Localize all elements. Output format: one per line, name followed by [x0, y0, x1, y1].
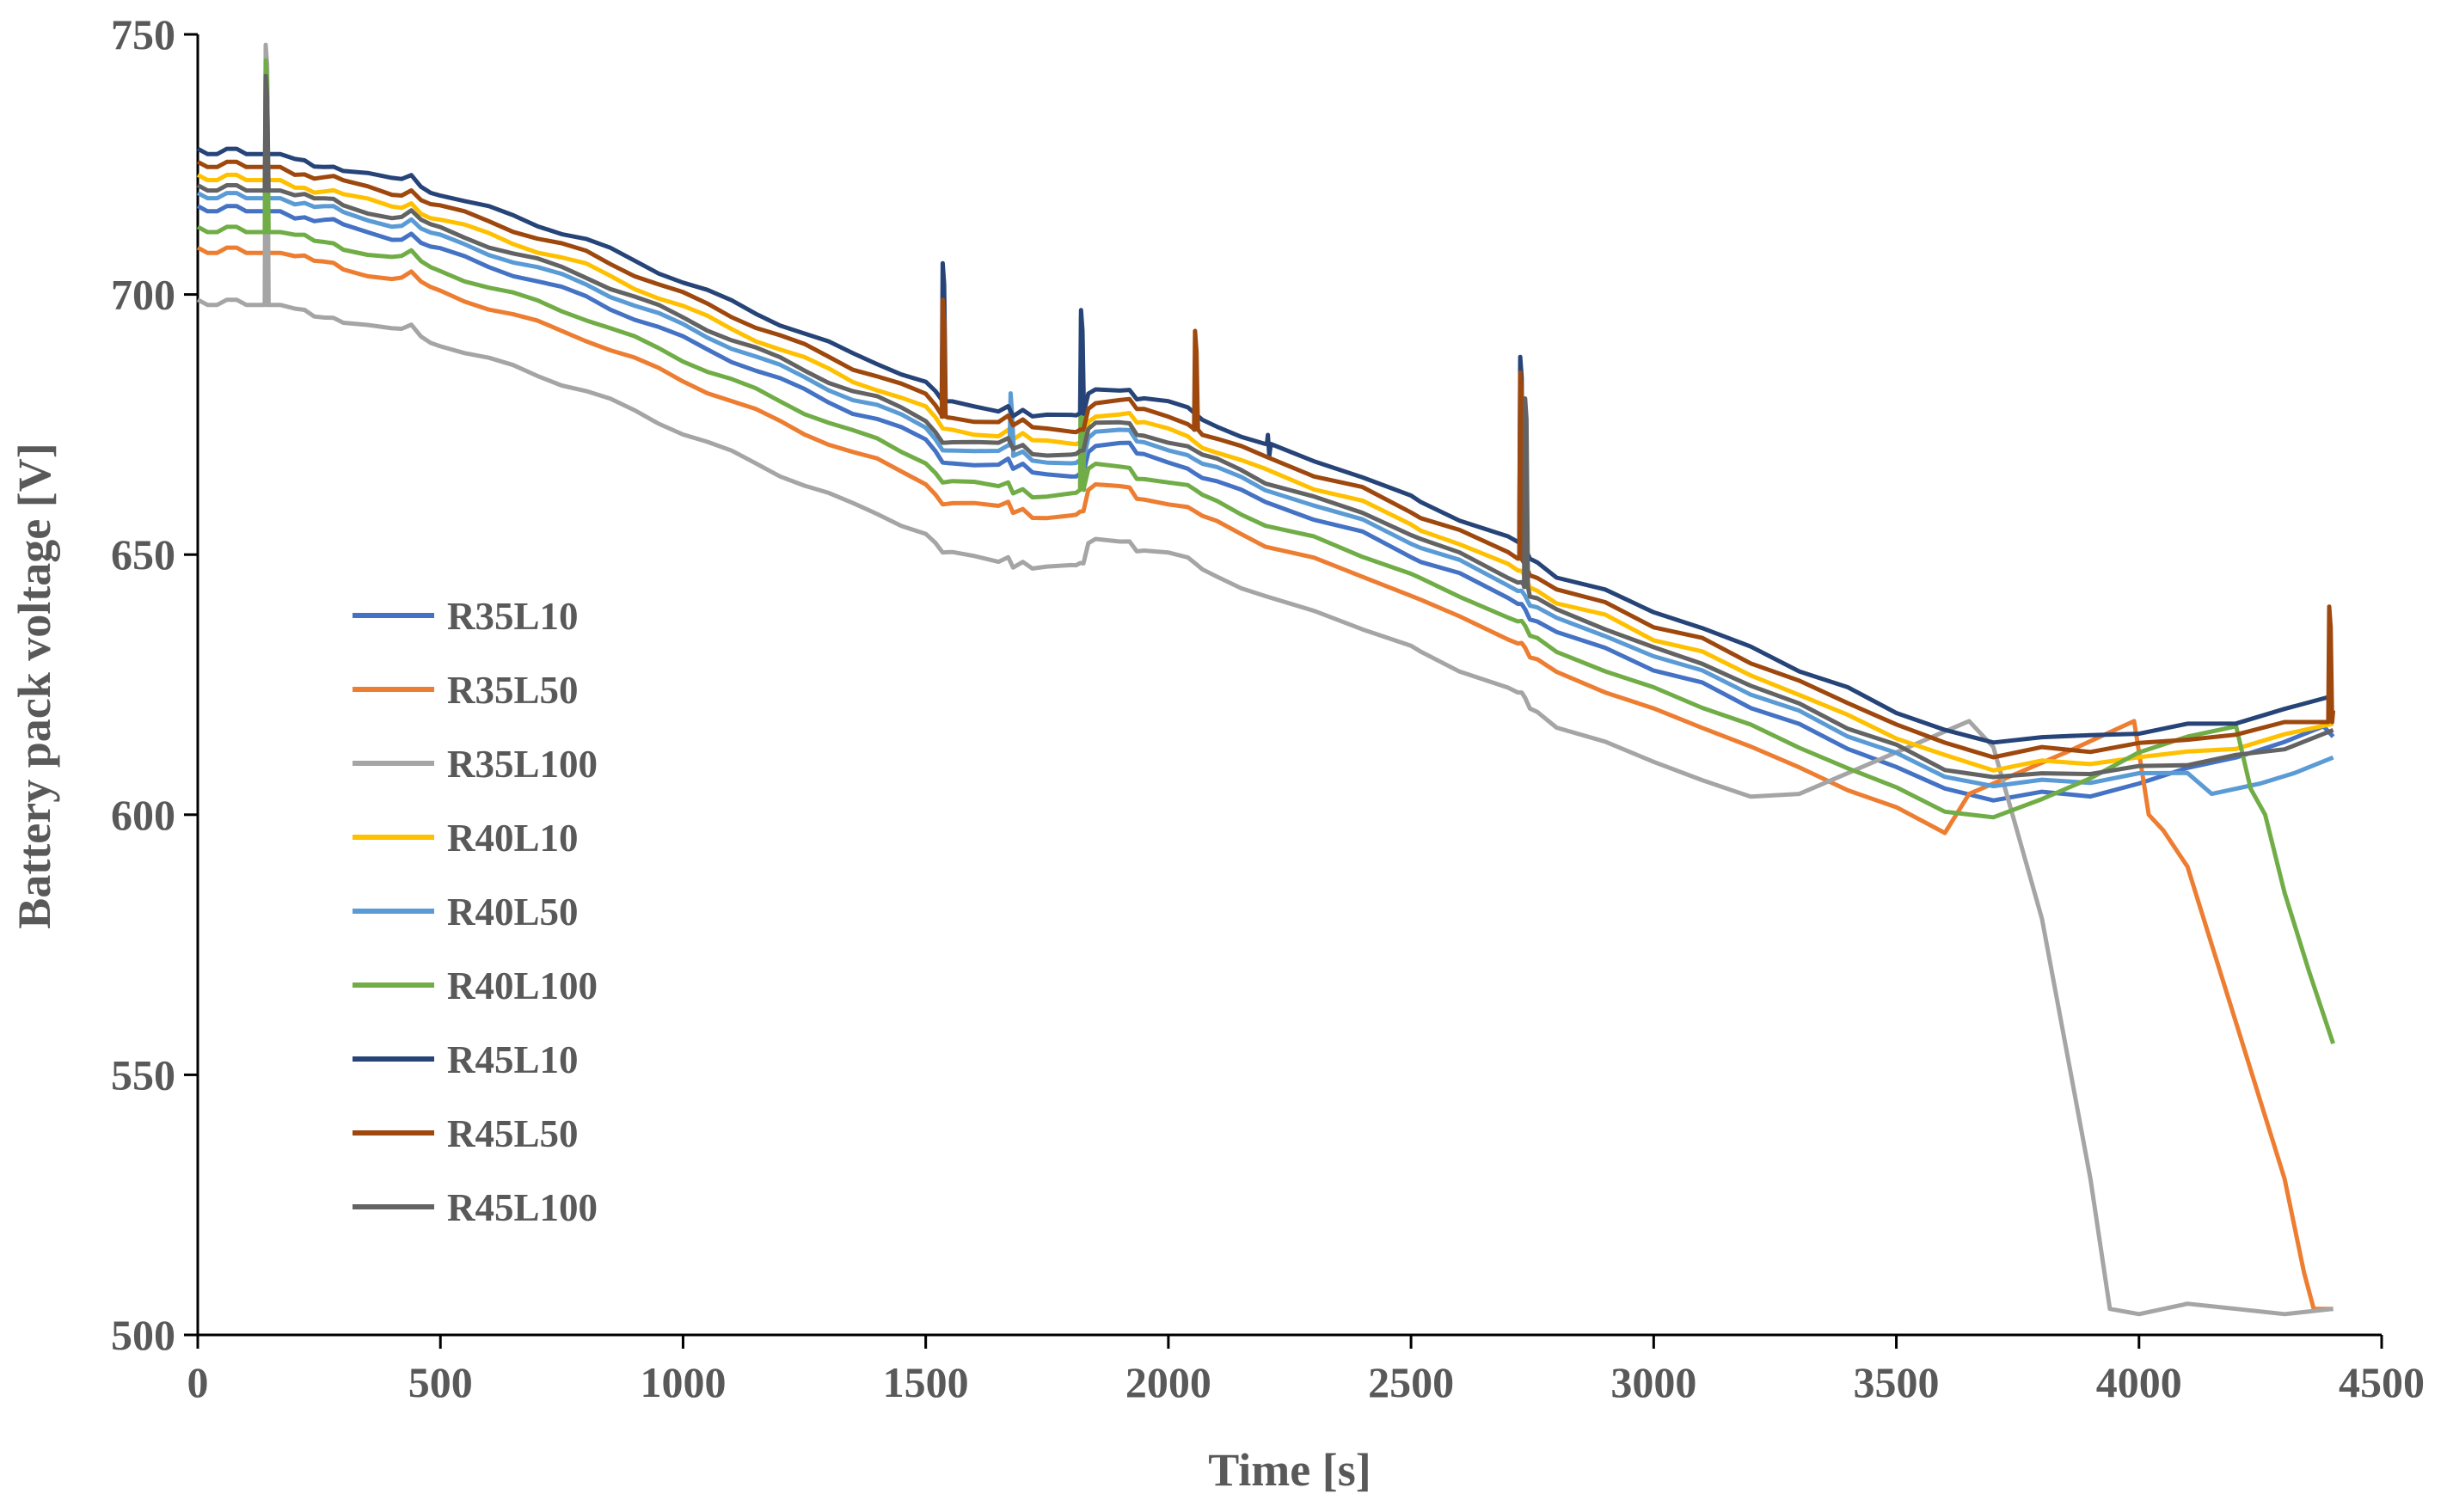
x-tick-label: 500 [408, 1358, 473, 1406]
y-tick-label: 700 [111, 271, 175, 319]
x-tick-label: 4500 [2339, 1358, 2425, 1406]
series-line-r35l50 [196, 245, 2334, 1312]
x-axis: 0 500 1000 1500 2000 2500 3000 3500 4000 4500 [187, 1333, 2425, 1406]
x-tick-label: 1500 [883, 1358, 969, 1406]
x-tick-label: 0 [187, 1358, 209, 1406]
legend-label-r45l50: R45L50 [447, 1112, 579, 1155]
series-line-r45l100 [196, 73, 2334, 780]
legend-label-r35l50: R35L50 [447, 669, 579, 712]
legend-label-r35l100: R35L100 [447, 743, 598, 786]
x-tick-label: 2500 [1368, 1358, 1454, 1406]
legend-label-r35l10: R35L10 [447, 595, 579, 638]
y-axis-title: Battery pack voltage [V] [9, 443, 60, 928]
x-tick-label: 3000 [1610, 1358, 1696, 1406]
legend-label-r40l50: R40L50 [447, 891, 579, 934]
series-line-r40l100 [196, 58, 2335, 1044]
legend-label-r45l10: R45L10 [447, 1038, 579, 1081]
x-tick-label: 1000 [640, 1358, 726, 1406]
series-line-r40l10 [196, 172, 2334, 773]
series-line-r35l10 [196, 204, 2335, 803]
x-tick-label: 4000 [2096, 1358, 2182, 1406]
y-tick-label: 550 [111, 1050, 175, 1099]
series-layer [196, 42, 2336, 1317]
y-tick-label: 600 [111, 791, 175, 839]
x-tick-label: 3500 [1854, 1358, 1940, 1406]
series-line-r45l10 [196, 146, 2334, 745]
legend-label-r40l100: R40L100 [447, 964, 598, 1007]
y-axis: 500 550 600 650 700 750 [111, 10, 199, 1359]
legend-label-r40l10: R40L10 [447, 817, 579, 860]
series-line-r45l50 [196, 159, 2336, 760]
legend-label-r45l100: R45L100 [447, 1186, 598, 1229]
series-line-r35l100 [196, 42, 2334, 1317]
y-tick-label: 750 [111, 10, 175, 58]
x-tick-label: 2000 [1125, 1358, 1211, 1406]
y-tick-label: 650 [111, 530, 175, 578]
y-tick-label: 500 [111, 1311, 175, 1359]
x-axis-title: Time [s] [1208, 1444, 1371, 1496]
legend: R35L10 R35L50 R35L100 R40L10 R40L50 R40L100 R4… [353, 595, 598, 1229]
